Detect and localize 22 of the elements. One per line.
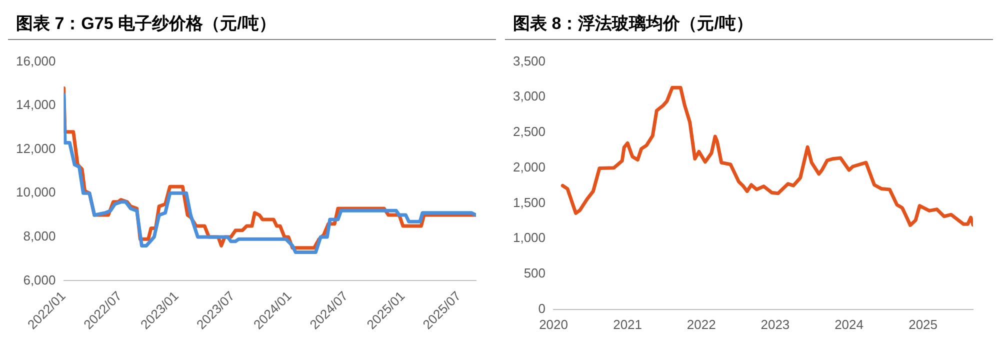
y-tick-label: 16,000 (16, 53, 56, 68)
y-tick-label: 8,000 (23, 228, 56, 244)
x-tick-label: 2024 (834, 316, 864, 332)
x-tick-label: 2020 (539, 316, 568, 332)
chart-title: 图表 7：G75 电子纱价格（元/吨） (8, 8, 496, 40)
y-tick-label: 12,000 (16, 140, 56, 156)
x-tick-label: 2022 (686, 316, 716, 332)
x-tick-label: 2021 (613, 316, 642, 332)
x-tick-label: 2025 (908, 316, 938, 332)
x-tick-label: 2023 (760, 316, 790, 332)
y-tick-label: 2,000 (512, 159, 546, 174)
y-tick-label: 2,500 (512, 124, 546, 140)
y-tick-label: 6,000 (23, 272, 56, 288)
y-tick-label: 14,000 (16, 97, 56, 112)
y-tick-label: 3,000 (512, 88, 546, 104)
y-tick-label: 1,500 (512, 194, 546, 210)
y-tick-label: 3,500 (512, 53, 546, 68)
y-tick-label: 500 (524, 266, 546, 281)
y-tick-label: 0 (538, 300, 546, 316)
chart-title: 图表 8：浮法玻璃均价（元/吨） (505, 8, 993, 40)
y-tick-label: 10,000 (16, 184, 56, 200)
y-tick-label: 1,000 (512, 230, 546, 246)
